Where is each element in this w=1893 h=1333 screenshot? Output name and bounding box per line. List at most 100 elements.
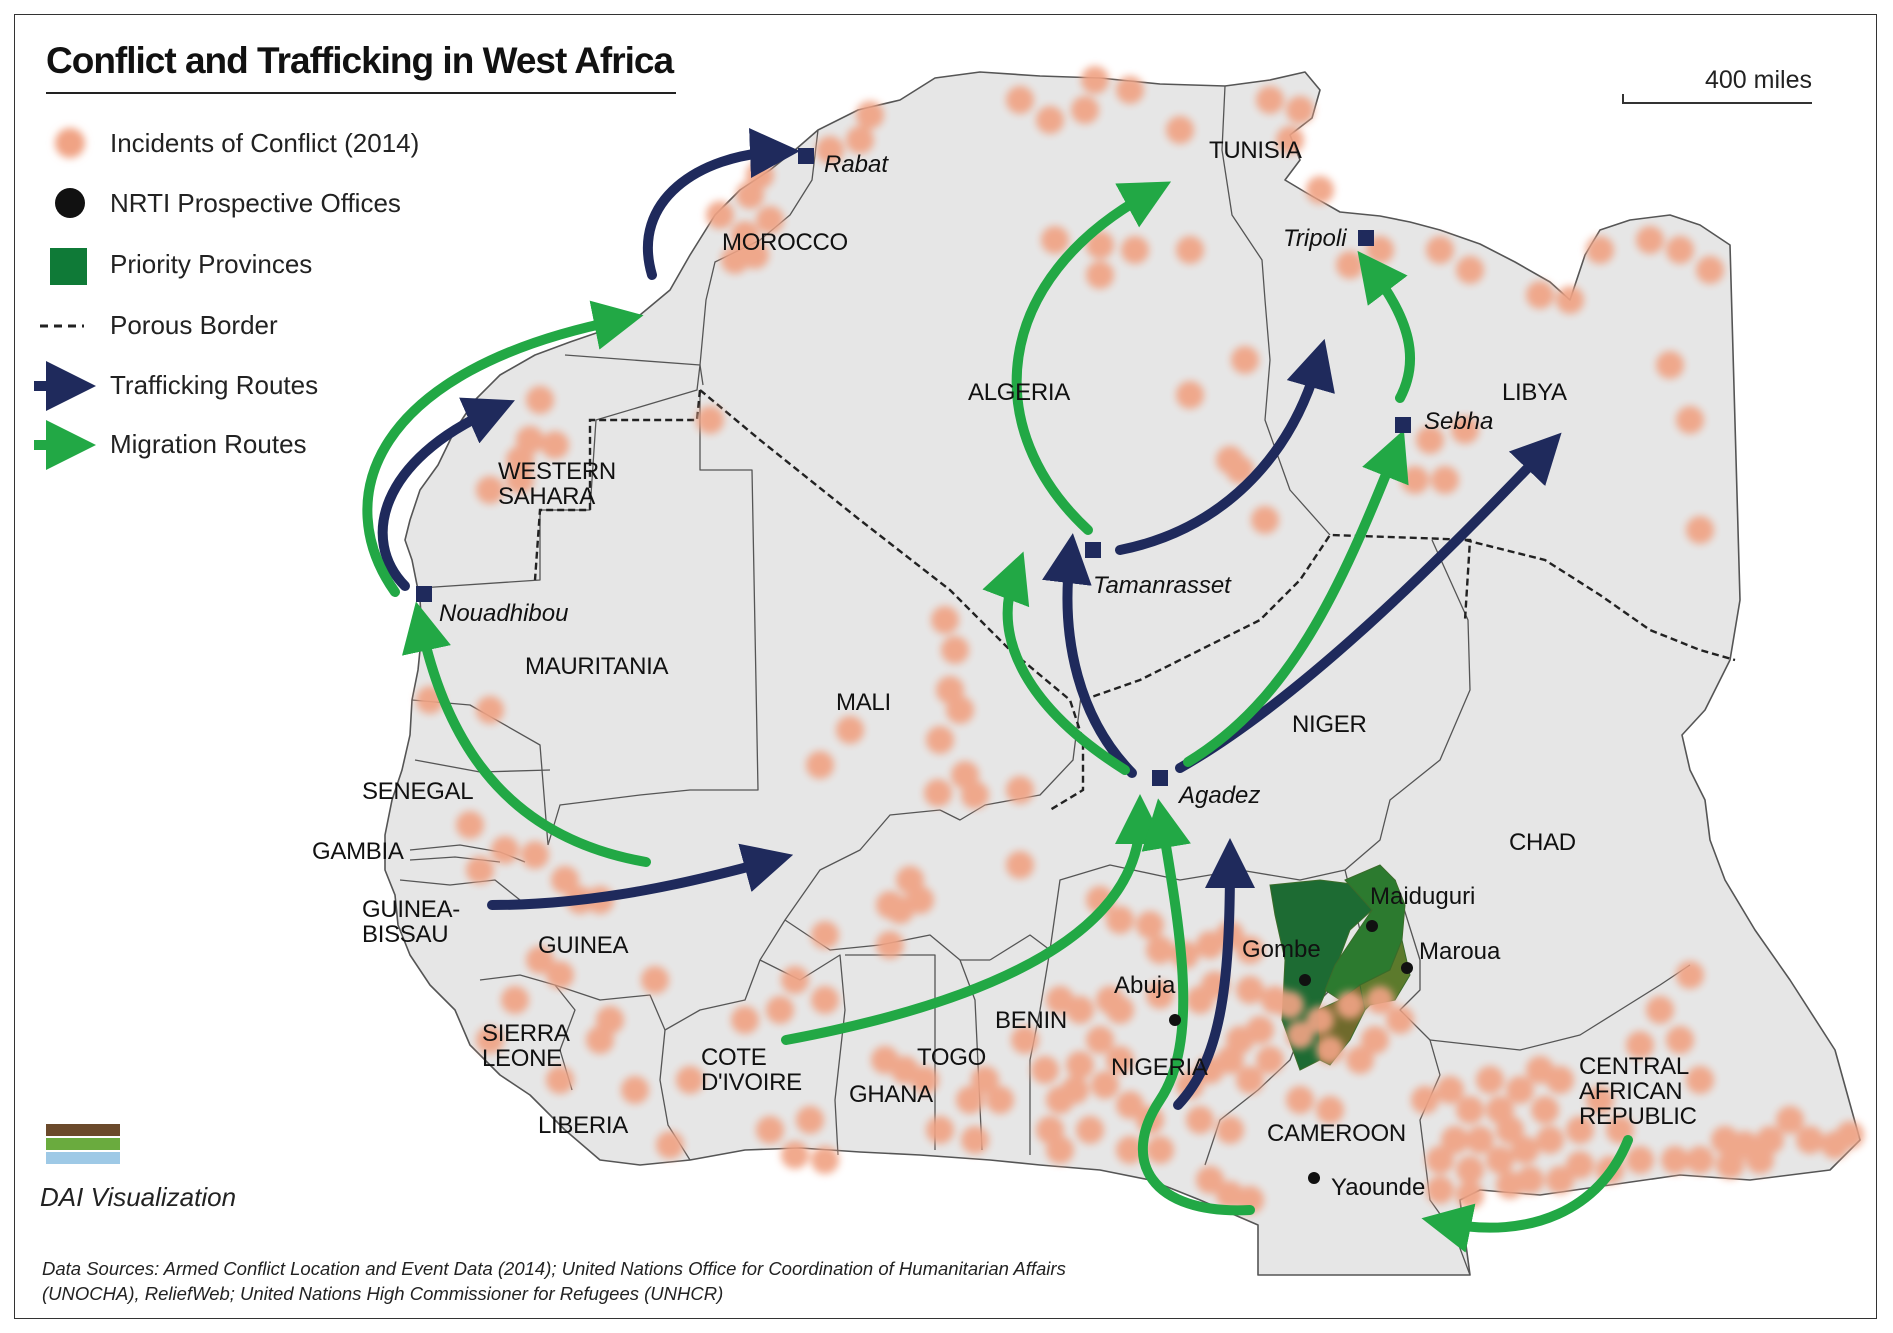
conflict-incident-dot bbox=[1626, 1031, 1654, 1059]
conflict-incident-dot bbox=[961, 1126, 989, 1154]
conflict-incident-dot bbox=[1476, 1066, 1504, 1094]
conflict-incident-dot bbox=[1566, 1116, 1594, 1144]
conflict-incident-dot bbox=[1006, 776, 1034, 804]
conflict-incident-dot bbox=[731, 1006, 759, 1034]
legend-item-offices: NRTI Prospective Offices bbox=[40, 184, 560, 224]
label-togo: TOGO bbox=[917, 1044, 987, 1071]
dai-logo-bar-blue bbox=[46, 1152, 120, 1164]
label-agadez: Agadez bbox=[1179, 782, 1261, 809]
conflict-incident-dot bbox=[1276, 991, 1304, 1019]
conflict-incident-dot bbox=[1531, 1096, 1559, 1124]
route-migration-cote-divoire-agadez bbox=[781, 794, 1165, 1045]
conflict-incident-dot bbox=[1316, 1036, 1344, 1064]
route-trafficking-tamanrasset-north bbox=[1115, 338, 1335, 555]
conflict-incident-dot bbox=[1011, 1026, 1039, 1054]
conflict-incident-dot bbox=[541, 431, 569, 459]
conflict-incident-dot bbox=[1386, 1006, 1414, 1034]
conflict-incident-dot bbox=[1116, 1091, 1144, 1119]
conflict-incident-dot bbox=[1556, 286, 1584, 314]
hub-nouadhibou-marker bbox=[416, 586, 432, 602]
conflict-incident-dot bbox=[1836, 1121, 1864, 1149]
conflict-incident-dot bbox=[1031, 1056, 1059, 1084]
label-sierra-leone: SIERRA LEONE bbox=[482, 1020, 570, 1072]
conflict-incident-dot bbox=[1451, 416, 1479, 444]
conflict-incident-dot bbox=[521, 841, 549, 869]
conflict-incident-dot bbox=[1746, 1146, 1774, 1174]
label-abuja: Abuja bbox=[1114, 972, 1176, 999]
hub-sebha-marker bbox=[1395, 417, 1411, 433]
conflict-incident-dot bbox=[1236, 976, 1264, 1004]
route-migration-nouadhibou-morocco bbox=[362, 300, 644, 597]
conflict-incident-dot bbox=[1666, 236, 1694, 264]
legend-symbols bbox=[34, 128, 97, 470]
conflict-incident-dot bbox=[1166, 116, 1194, 144]
conflict-incident-dot bbox=[476, 476, 504, 504]
dai-logo bbox=[46, 1124, 120, 1166]
route-trafficking-guinea-bissau bbox=[487, 843, 794, 910]
conflict-incident-dot bbox=[956, 1086, 984, 1114]
conflict-incident-dot bbox=[836, 716, 864, 744]
label-mali: MALI bbox=[836, 689, 891, 716]
route-migration-cameroon-agadez bbox=[1138, 798, 1255, 1216]
conflict-incident-dot bbox=[1496, 1171, 1524, 1199]
label-liberia: LIBERIA bbox=[538, 1112, 628, 1139]
conflict-incident-dot bbox=[1666, 1026, 1694, 1054]
conflict-incident-dot bbox=[1096, 986, 1124, 1014]
legend-label-offices: NRTI Prospective Offices bbox=[110, 188, 401, 218]
conflict-incident-dot bbox=[1236, 1066, 1264, 1094]
conflict-incident-dot bbox=[1306, 176, 1334, 204]
conflict-incident-dot bbox=[476, 1026, 504, 1054]
conflict-incident-dot bbox=[706, 201, 734, 229]
conflict-incident-dot bbox=[1066, 1051, 1094, 1079]
conflict-incident-dot bbox=[1506, 1076, 1534, 1104]
conflict-incident-dot bbox=[1146, 936, 1174, 964]
conflict-incident-dot bbox=[1036, 106, 1064, 134]
conflict-incident-dot bbox=[1106, 906, 1134, 934]
conflict-incident-dot bbox=[1646, 996, 1674, 1024]
legend-conflict-icon bbox=[55, 128, 85, 158]
label-cameroon: CAMEROON bbox=[1267, 1120, 1406, 1147]
conflict-incident-dot bbox=[1231, 346, 1259, 374]
conflict-incident-dot bbox=[1676, 406, 1704, 434]
conflict-incident-dot bbox=[1091, 1071, 1119, 1099]
conflict-incident-dot bbox=[1656, 351, 1684, 379]
dai-logo-bar-green bbox=[46, 1138, 120, 1150]
conflict-incident-dot bbox=[526, 386, 554, 414]
route-trafficking-morocco bbox=[642, 128, 800, 280]
conflict-incident-dot bbox=[811, 921, 839, 949]
conflict-incident-dot bbox=[1411, 1086, 1439, 1114]
conflict-incident-dot bbox=[1006, 851, 1034, 879]
legend-item-migration: Migration Routes bbox=[40, 425, 560, 465]
conflict-incident-dot bbox=[806, 751, 834, 779]
conflict-incident-dot bbox=[1716, 1151, 1744, 1179]
conflict-incident-dot bbox=[1636, 226, 1664, 254]
conflict-incident-dot bbox=[946, 696, 974, 724]
conflict-incident-dot bbox=[1336, 251, 1364, 279]
label-morocco: MOROCCO bbox=[722, 229, 848, 256]
conflict-incident-dot bbox=[1071, 96, 1099, 124]
conflict-incident-dot bbox=[1586, 1086, 1614, 1114]
conflict-incident-dot bbox=[1696, 256, 1724, 284]
route-migration-sebha-tripoli bbox=[1357, 250, 1415, 403]
office-abuja-marker bbox=[1169, 1014, 1181, 1026]
conflict-incident-dot bbox=[1196, 1166, 1224, 1194]
conflict-incident-dot bbox=[1456, 1156, 1484, 1184]
label-sebha: Sebha bbox=[1424, 408, 1494, 435]
conflict-incident-dot bbox=[501, 986, 529, 1014]
conflict-incident-dot bbox=[641, 966, 669, 994]
label-benin: BENIN bbox=[995, 1007, 1067, 1034]
route-trafficking-agadez-tamanrasset bbox=[1042, 533, 1137, 778]
conflict-incident-dot bbox=[621, 1076, 649, 1104]
conflict-incident-dot bbox=[1081, 66, 1109, 94]
label-tripoli: Tripoli bbox=[1283, 225, 1347, 252]
label-tamanrasset: Tamanrasset bbox=[1093, 572, 1231, 599]
conflict-incident-dot bbox=[1441, 1126, 1469, 1154]
conflict-incident-dot bbox=[1046, 1136, 1074, 1164]
conflict-incident-dot bbox=[931, 606, 959, 634]
hub-tripoli-marker bbox=[1358, 230, 1374, 246]
conflict-incident-dot bbox=[1216, 1116, 1244, 1144]
conflict-incident-dot bbox=[1146, 981, 1174, 1009]
hub-tamanrasset-marker bbox=[1085, 542, 1101, 558]
conflict-incident-dot bbox=[1256, 86, 1284, 114]
